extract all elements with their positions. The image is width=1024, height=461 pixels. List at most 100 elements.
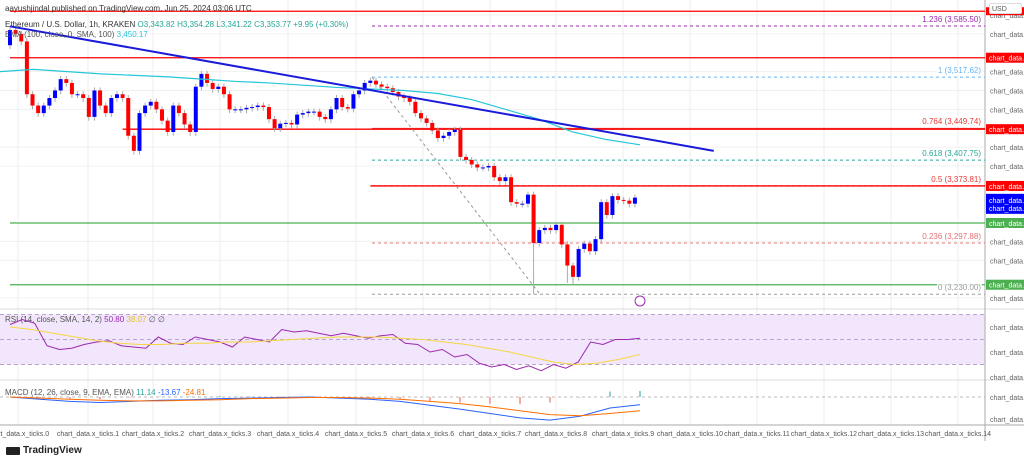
candle [604, 199, 609, 219]
candle-body [435, 130, 440, 139]
candle [148, 98, 153, 110]
candle-body [165, 120, 170, 132]
candle-body [81, 94, 86, 99]
candle-body [345, 107, 350, 109]
candle-body [610, 196, 615, 215]
candle-body [13, 30, 18, 34]
candle-body [143, 105, 148, 114]
candle-body [385, 86, 390, 89]
candle-body [554, 224, 559, 231]
time-tick-label: chart_data.x_ticks.3 [189, 431, 251, 438]
fib-diagonal-line [371, 76, 541, 295]
tradingview-logo[interactable]: TradingView [6, 445, 82, 456]
candle [289, 119, 294, 129]
candle [486, 162, 491, 172]
candle [587, 240, 592, 255]
time-tick-label: chart_data.x_ticks.2 [122, 431, 184, 438]
macd-signal-value: -24.81 [182, 388, 206, 397]
candle-body [464, 156, 469, 160]
price-tick-label: chart_data.y_ticks.5 [990, 145, 1024, 152]
candle-body [227, 94, 232, 110]
candle [475, 161, 480, 172]
time-tick-label: chart_data.x_ticks.5 [325, 431, 387, 438]
price-tick-label: chart_data.y_ticks.2 [990, 70, 1024, 77]
candle-body [86, 98, 91, 117]
candle [565, 241, 570, 283]
candle-body [542, 227, 547, 231]
candle-body [402, 96, 407, 99]
candle [402, 93, 407, 102]
ohlc-low: L3,341.22 [216, 20, 252, 29]
rsi-ma-value: 38.07 [126, 315, 147, 324]
candle [418, 110, 423, 123]
candle [514, 199, 519, 208]
candle [160, 106, 165, 125]
price-tick-label: chart_data.y_ticks.7 [990, 239, 1024, 246]
candle [126, 95, 131, 140]
candle [334, 95, 339, 114]
candle [75, 91, 80, 99]
candle [627, 197, 632, 208]
macd-legend[interactable]: MACD (12, 26, close, 9, EMA, EMA) 11.14 … [5, 388, 205, 397]
symbol-name[interactable]: Ethereum / U.S. Dollar, 1h, KRAKEN [5, 20, 136, 29]
candle [58, 76, 63, 95]
candle [227, 91, 232, 114]
fib-level-label: 1.236 (3,585.50) [921, 14, 982, 24]
candle-body [531, 194, 536, 243]
candle-body [193, 86, 198, 132]
rsi-legend[interactable]: RSI (14, close, SMA, 14, 2) 50.80 38.07 … [5, 315, 165, 324]
candle-body [424, 118, 429, 123]
candle [8, 27, 12, 49]
candle [69, 79, 74, 99]
candle-body [126, 98, 131, 136]
trend-line [9, 25, 714, 152]
candle-body [593, 239, 598, 252]
candle [199, 70, 204, 91]
price-line-badge [986, 124, 1024, 135]
candle [81, 91, 86, 102]
candle-body [486, 165, 491, 168]
candle [503, 174, 508, 185]
price-line-badge-label: chart_data.price_lines.4.label [989, 221, 1024, 228]
candle-body [497, 177, 502, 182]
ohlc-open: O3,343.82 [137, 20, 175, 29]
candle [86, 95, 91, 121]
price-line-badge-label: chart_data.price_lines.2.label [989, 127, 1024, 134]
currency-label[interactable]: USD [989, 3, 1022, 14]
candle-body [373, 80, 378, 85]
candle-body [548, 227, 553, 231]
price-tick-label: chart_data.y_ticks.3 [990, 88, 1024, 95]
ohlc-change: +9.95 (+0.30%) [293, 20, 349, 29]
candle [103, 102, 108, 117]
ema-value: 3,450.17 [116, 30, 148, 39]
candle-body [295, 114, 300, 125]
candle-body [188, 124, 193, 132]
candle-body [525, 194, 530, 204]
candle-body [278, 123, 283, 129]
candle [537, 227, 542, 247]
ema-legend[interactable]: EMA (100, close, 0, SMA, 100) 3,450.17 [5, 30, 148, 39]
candle-body [300, 113, 305, 115]
candle-body [210, 82, 215, 89]
candle-body [604, 202, 609, 215]
price-tick-label: chart_data.y_ticks.6 [990, 164, 1024, 171]
candle-body [334, 98, 339, 110]
candle-body [576, 248, 581, 277]
candle-body [571, 265, 575, 277]
candle-body [587, 243, 592, 252]
fib-level-label: 0.764 (3,449.74) [921, 117, 982, 127]
candle [368, 77, 373, 87]
candle [278, 120, 283, 132]
price-tick-label: chart_data.y_ticks.4 [990, 107, 1024, 114]
candle-body [475, 164, 480, 168]
candle-body [233, 109, 238, 111]
candle [131, 132, 136, 155]
candle-body [199, 73, 204, 87]
rsi-tick-label: chart_data.rsi.ticks.2 [990, 375, 1024, 382]
candle-body [458, 129, 463, 157]
candle-body [351, 94, 356, 109]
candle [464, 153, 469, 164]
candle-body [216, 86, 221, 89]
candle-body [244, 107, 249, 110]
